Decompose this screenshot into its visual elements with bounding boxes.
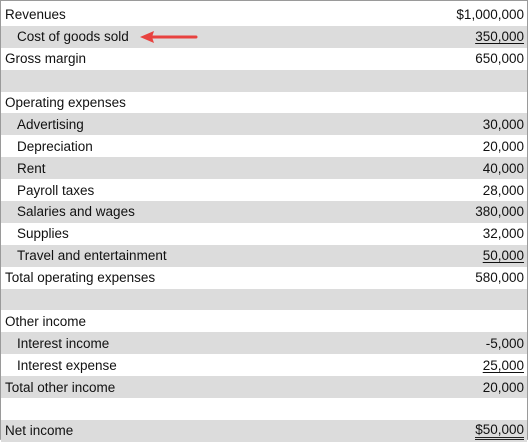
row-value: 25,000 bbox=[482, 357, 524, 373]
row-travel-and-entertainment: Travel and entertainment 50,000 bbox=[1, 244, 527, 267]
row-payroll-taxes: Payroll taxes 28,000 bbox=[1, 179, 527, 201]
row-value: 380,000 bbox=[475, 204, 524, 220]
row-label: Interest income bbox=[17, 335, 110, 351]
row-label: Depreciation bbox=[17, 138, 93, 154]
row-depreciation: Depreciation 20,000 bbox=[1, 135, 527, 157]
row-label: Cost of goods sold bbox=[17, 29, 129, 45]
row-value: 50,000 bbox=[482, 248, 524, 264]
row-label: Gross margin bbox=[5, 51, 87, 67]
row-label: Operating expenses bbox=[5, 95, 126, 110]
row-gross-margin: Gross margin 650,000 bbox=[1, 48, 527, 70]
row-value: 20,000 bbox=[482, 138, 524, 154]
row-label: Net income bbox=[5, 423, 74, 439]
row-label: Rent bbox=[17, 160, 46, 176]
row-value: 32,000 bbox=[482, 226, 524, 242]
row-label: Travel and entertainment bbox=[17, 248, 167, 264]
row-value: 30,000 bbox=[482, 116, 524, 132]
row-value: 650,000 bbox=[475, 51, 524, 67]
row-value: 580,000 bbox=[475, 270, 524, 286]
row-net-income: Net income $50,000 bbox=[1, 419, 527, 442]
row-value: 20,000 bbox=[482, 379, 524, 395]
row-total-operating-expenses: Total operating expenses 580,000 bbox=[1, 267, 527, 289]
row-spacer bbox=[1, 69, 527, 92]
row-operating-expenses-header: Operating expenses bbox=[1, 92, 527, 114]
row-value: $50,000 bbox=[475, 422, 524, 440]
row-label: Other income bbox=[5, 313, 87, 329]
row-label: Total operating expenses bbox=[5, 270, 156, 286]
row-spacer bbox=[1, 288, 527, 311]
row-rent: Rent 40,000 bbox=[1, 157, 527, 180]
row-other-income-header: Other income bbox=[1, 310, 527, 332]
row-supplies: Supplies 32,000 bbox=[1, 223, 527, 245]
row-value: 40,000 bbox=[482, 160, 524, 176]
row-interest-income: Interest income -5,000 bbox=[1, 332, 527, 355]
row-label: Supplies bbox=[17, 226, 69, 242]
row-value: $1,000,000 bbox=[456, 7, 524, 23]
row-value: -5,000 bbox=[485, 335, 524, 351]
row-label: Revenues bbox=[5, 7, 66, 23]
row-label: Salaries and wages bbox=[17, 204, 135, 220]
row-value: 28,000 bbox=[482, 182, 524, 198]
row-revenues: Revenues $1,000,000 bbox=[1, 4, 527, 26]
row-salaries-and-wages: Salaries and wages 380,000 bbox=[1, 201, 527, 223]
row-advertising: Advertising 30,000 bbox=[1, 113, 527, 136]
row-label: Total other income bbox=[5, 379, 116, 395]
row-interest-expense: Interest expense 25,000 bbox=[1, 354, 527, 376]
row-label: Payroll taxes bbox=[17, 182, 95, 198]
row-cost-of-goods-sold: Cost of goods sold 350,000 bbox=[1, 25, 527, 48]
row-spacer bbox=[1, 398, 527, 420]
row-label: Advertising bbox=[17, 116, 84, 132]
row-label: Interest expense bbox=[17, 357, 117, 373]
row-total-other-income: Total other income 20,000 bbox=[1, 376, 527, 399]
red-arrow-icon bbox=[140, 30, 198, 43]
row-value: 350,000 bbox=[475, 29, 524, 45]
